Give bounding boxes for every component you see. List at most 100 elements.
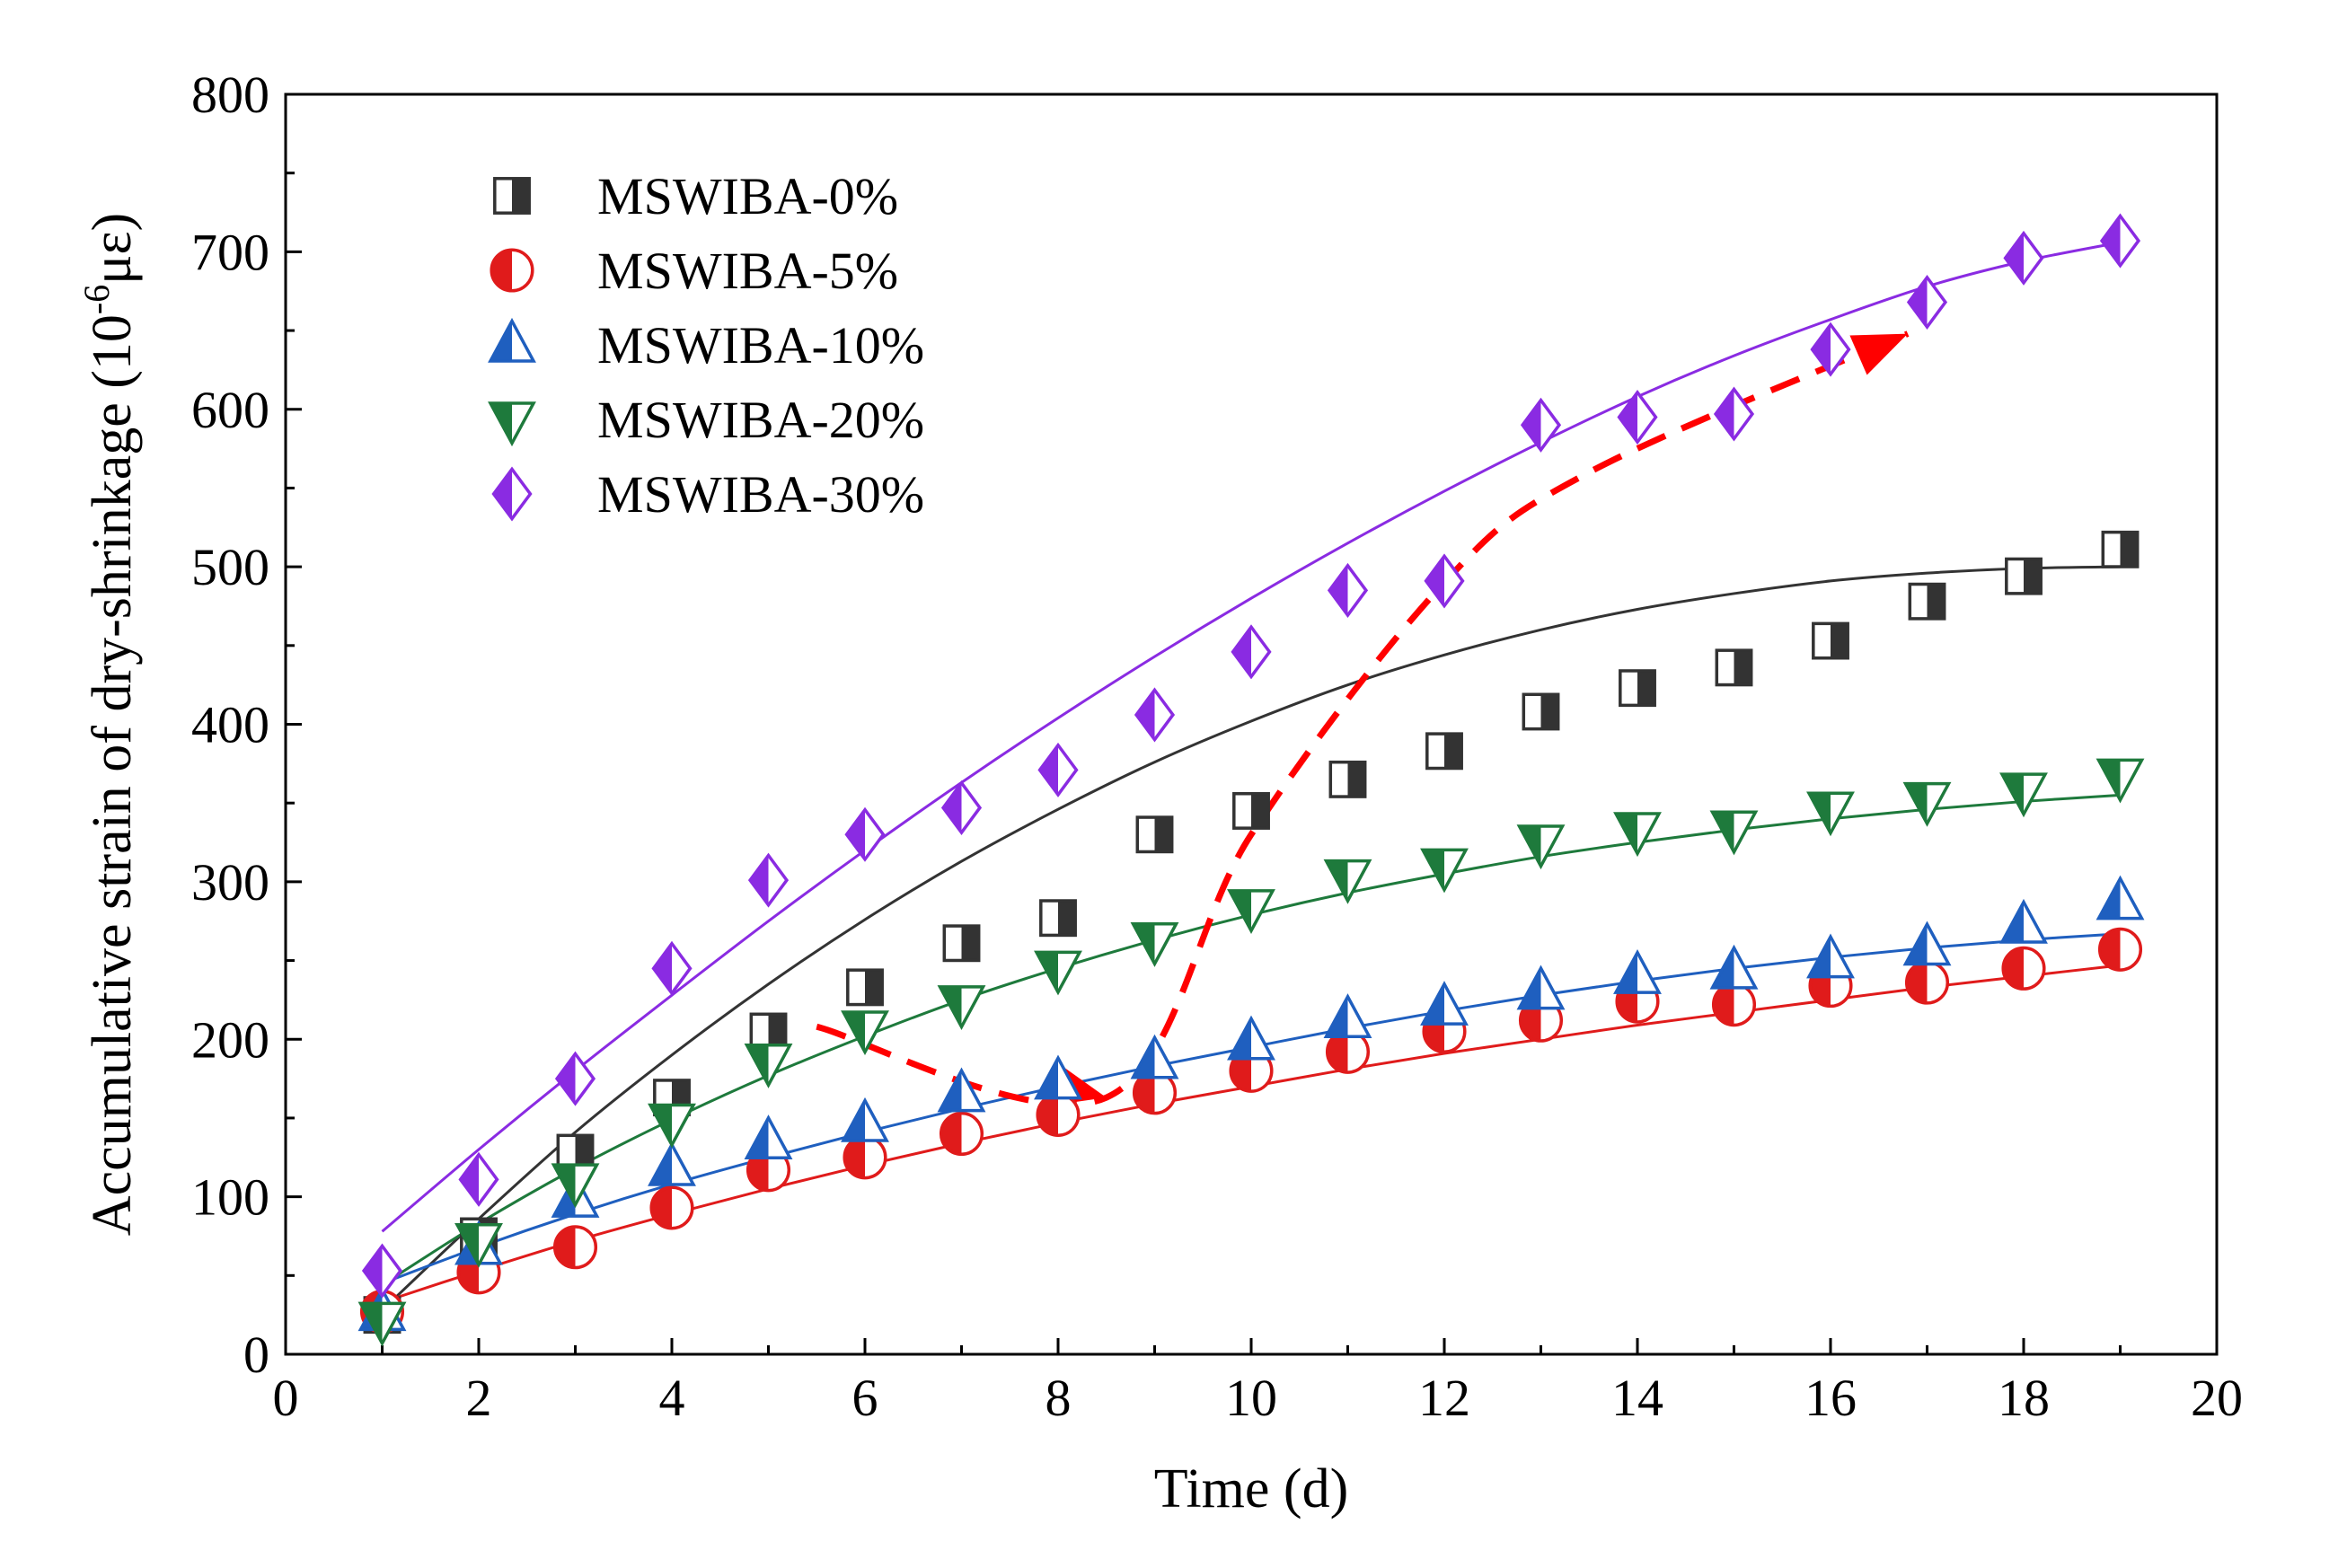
marker-fill: [557, 1053, 576, 1104]
y-tick-label: 600: [191, 381, 269, 439]
marker-outline: [1130, 922, 1179, 967]
marker-outline: [357, 1301, 407, 1347]
marker-fill: [1425, 556, 1444, 606]
data-point-MSWIBA-10%: [1516, 965, 1566, 1010]
marker-fill: [1831, 623, 1848, 658]
x-tick-label: 14: [1611, 1369, 1663, 1427]
marker-fill: [1812, 324, 1831, 374]
data-point-MSWIBA-0%: [1135, 815, 1174, 854]
data-point-MSWIBA-30%: [1424, 553, 1465, 609]
marker-outline: [551, 1163, 600, 1209]
x-tick-label: 6: [852, 1369, 878, 1427]
marker-fill: [1906, 962, 1928, 1003]
data-point-MSWIBA-10%: [1227, 1015, 1275, 1061]
marker-fill: [1522, 400, 1541, 450]
marker-fill: [1909, 277, 1928, 328]
data-point-MSWIBA-5%: [746, 1148, 791, 1193]
x-tick-label: 16: [1804, 1369, 1857, 1427]
y-axis-title-tail: με): [82, 213, 143, 285]
trend-arrowhead: [1849, 333, 1908, 375]
marker-outline: [551, 1173, 600, 1218]
data-point-MSWIBA-20%: [1806, 791, 1855, 837]
marker-outline: [1425, 732, 1463, 771]
marker-outline: [488, 317, 536, 363]
x-tick-label: 8: [1046, 1369, 1072, 1427]
data-point-MSWIBA-20%: [1323, 859, 1372, 904]
marker-outline: [1424, 553, 1465, 609]
marker-outline: [841, 1010, 889, 1056]
data-point-MSWIBA-20%: [841, 1010, 889, 1056]
data-point-MSWIBA-30%: [747, 852, 790, 908]
marker-fill: [2102, 216, 2121, 266]
data-point-MSWIBA-30%: [1520, 397, 1562, 453]
marker-fill: [651, 1187, 672, 1229]
x-tick-label: 2: [466, 1369, 492, 1427]
data-point-MSWIBA-30%: [1906, 274, 1948, 330]
data-point-MSWIBA-0%: [1425, 732, 1463, 771]
marker-outline: [1715, 648, 1753, 687]
x-tick-label: 20: [2191, 1369, 2243, 1427]
data-point-MSWIBA-20%: [744, 1044, 793, 1088]
data-point-MSWIBA-0%: [1522, 692, 1560, 731]
marker-outline: [1709, 944, 1759, 990]
data-point-MSWIBA-10%: [937, 1067, 986, 1113]
legend-marker-MSWIBA-30%: [491, 466, 533, 522]
marker-outline: [940, 780, 983, 835]
data-point-MSWIBA-20%: [551, 1163, 600, 1209]
marker-fill: [846, 809, 865, 859]
legend-label: MSWIBA-30%: [597, 465, 924, 524]
data-point-MSWIBA-20%: [1227, 889, 1275, 935]
data-point-MSWIBA-30%: [651, 940, 693, 996]
marker-outline: [2099, 213, 2141, 269]
data-point-MSWIBA-20%: [1902, 781, 1952, 827]
marker-outline: [1327, 562, 1369, 618]
marker-fill: [1039, 744, 1058, 795]
data-point-MSWIBA-5%: [1711, 982, 1757, 1027]
marker-outline: [2096, 875, 2145, 921]
data-point-MSWIBA-0%: [942, 924, 981, 963]
marker-outline: [1906, 274, 1948, 330]
marker-outline: [1619, 669, 1656, 708]
x-tick-label: 4: [659, 1369, 685, 1427]
marker-fill: [1927, 584, 1945, 619]
y-axis-title-main: Accumulative strain of dry-shrinkage (10: [82, 314, 143, 1236]
marker-outline: [1613, 812, 1662, 858]
marker-outline: [2001, 946, 2046, 991]
data-point-MSWIBA-5%: [1325, 1029, 1371, 1074]
data-point-MSWIBA-5%: [649, 1185, 694, 1230]
marker-outline: [1323, 993, 1372, 1038]
marker-outline: [1328, 760, 1367, 798]
data-point-MSWIBA-30%: [1713, 386, 1755, 442]
marker-outline: [648, 1141, 696, 1186]
marker-outline: [2101, 530, 2140, 568]
marker-outline: [491, 466, 533, 522]
legend: MSWIBA-0% MSWIBA-5% MSWIBA-10% MSWIBA-20% MS…: [488, 167, 924, 524]
axis-labels: 0 2 4 6 8 10 12 14 16 18 2001002003004005006007008…: [76, 66, 2243, 1520]
data-point-MSWIBA-20%: [1613, 812, 1662, 858]
legend-marker-MSWIBA-10%: [488, 317, 536, 363]
marker-outline: [1810, 322, 1851, 377]
fit-line-MSWIBA-30%: [381, 241, 2121, 1233]
y-axis-title: Accumulative strain of dry-shrinkage (10…: [76, 213, 143, 1236]
marker-fill: [1037, 1094, 1058, 1136]
data-point-MSWIBA-10%: [1613, 949, 1662, 994]
marker-fill: [1716, 389, 1734, 439]
marker-fill: [1251, 793, 1269, 829]
legend-label: MSWIBA-20%: [597, 391, 924, 449]
legend-marker-MSWIBA-20%: [488, 401, 536, 447]
legend-label: MSWIBA-5%: [597, 242, 898, 300]
x-tick-label: 12: [1418, 1369, 1470, 1427]
marker-outline: [1231, 624, 1272, 680]
marker-outline: [1613, 949, 1662, 994]
marker-fill: [940, 1113, 962, 1155]
marker-outline: [2003, 230, 2044, 286]
y-axis-title-sup: -6: [76, 285, 117, 314]
marker-outline: [490, 248, 534, 293]
marker-outline: [1039, 899, 1077, 938]
data-point-MSWIBA-10%: [841, 1097, 889, 1142]
marker-outline: [744, 1044, 793, 1088]
data-point-MSWIBA-20%: [648, 1103, 696, 1149]
axes-layer: [284, 92, 2219, 1356]
marker-fill: [1154, 817, 1172, 852]
data-point-MSWIBA-30%: [1327, 562, 1369, 618]
